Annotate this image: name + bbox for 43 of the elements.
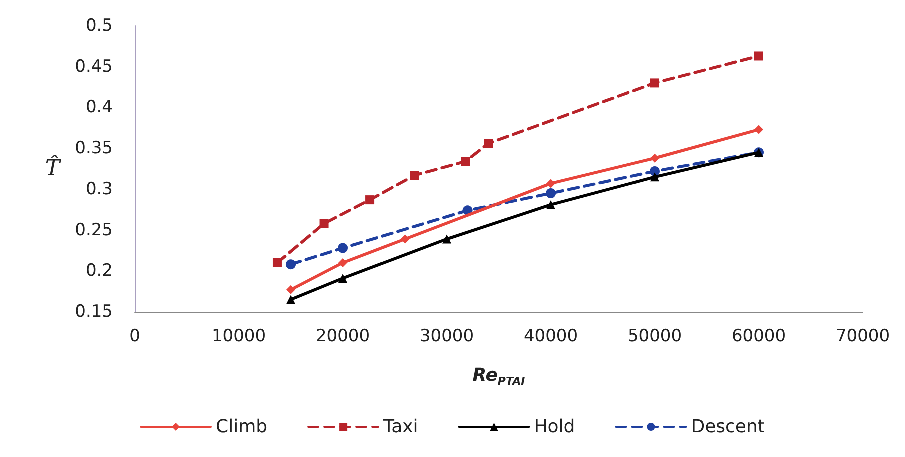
y-tick-label: 0.15 <box>75 302 113 322</box>
point <box>338 274 348 283</box>
y-tick-label: 0.4 <box>86 98 113 118</box>
x-tick-label: 70000 <box>836 326 890 346</box>
point <box>320 219 329 228</box>
y-axis-title: T̂ <box>45 154 62 182</box>
point <box>650 172 660 182</box>
point <box>338 243 348 254</box>
point <box>272 258 282 268</box>
x-tick-label: 60000 <box>732 326 786 346</box>
y-tick-label: 0.45 <box>75 56 113 77</box>
x-tick-label: 50000 <box>628 326 682 346</box>
y-tick-label: 0.35 <box>75 138 113 159</box>
x-tick-label: 10000 <box>212 326 266 346</box>
y-tick-label: 0.3 <box>86 179 113 200</box>
y-tick-label: 0.2 <box>86 261 113 282</box>
legend-label: Hold <box>534 416 576 438</box>
point <box>338 258 348 268</box>
x-tick-label: 40000 <box>524 326 578 346</box>
point <box>286 295 296 304</box>
x-tick-label: 30000 <box>420 326 474 346</box>
point <box>546 188 556 199</box>
point <box>754 52 764 61</box>
point <box>650 78 660 88</box>
point <box>754 125 764 134</box>
point <box>366 196 375 205</box>
legend-label: Descent <box>691 416 765 438</box>
point <box>546 200 556 210</box>
point <box>461 157 470 166</box>
x-tick-label: 0 <box>130 326 140 346</box>
x-tick-label: 20000 <box>316 326 370 346</box>
point <box>286 285 296 294</box>
point <box>442 234 452 244</box>
point <box>484 139 494 148</box>
y-tick-label: 0.5 <box>86 16 113 36</box>
point <box>410 171 420 180</box>
point <box>650 154 660 163</box>
point <box>400 234 410 244</box>
point <box>286 260 296 270</box>
legend-label: Climb <box>216 416 268 438</box>
point <box>546 179 556 188</box>
y-tick-label: 0.25 <box>75 220 113 240</box>
legend-label: Taxi <box>382 416 418 438</box>
